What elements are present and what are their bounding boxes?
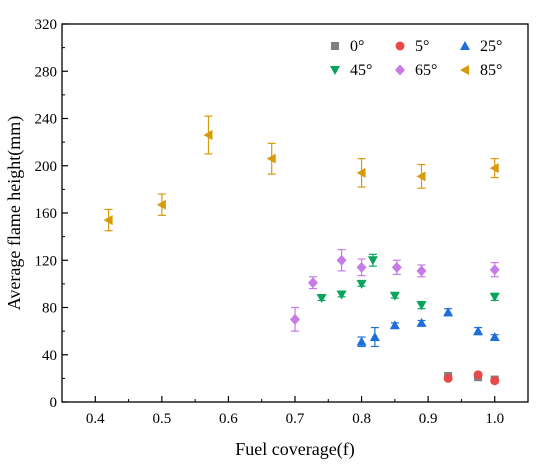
legend-marker <box>460 65 469 75</box>
legend-label: 85° <box>480 62 502 79</box>
data-point <box>356 167 366 178</box>
y-tick-label: 120 <box>35 253 58 269</box>
y-axis-title: Average flame height(mm) <box>4 116 25 311</box>
data-point <box>316 294 327 304</box>
x-tick-label: 0.8 <box>352 411 371 427</box>
legend-marker <box>330 66 340 75</box>
axis-ticks <box>62 23 496 403</box>
legend: 0° 5° 25° 45° 65° 85° <box>330 38 502 79</box>
data-point <box>489 264 500 276</box>
data-point <box>156 199 166 210</box>
data-point <box>443 373 453 383</box>
legend-marker <box>460 41 470 50</box>
data-point <box>356 279 367 289</box>
series-5 <box>103 115 499 232</box>
data-point <box>103 215 113 226</box>
data-point <box>266 153 276 164</box>
legend-label: 5° <box>415 38 429 55</box>
x-tick-label: 0.7 <box>286 411 305 427</box>
series-2 <box>356 307 500 348</box>
data-point <box>473 326 484 336</box>
data-point <box>489 292 500 302</box>
data-point <box>443 307 454 317</box>
legend-label: 0° <box>350 38 364 55</box>
x-tick-label: 0.4 <box>86 411 105 427</box>
data-point <box>336 254 347 266</box>
data-point <box>356 336 367 346</box>
y-tick-label: 0 <box>50 395 58 411</box>
data-point <box>416 265 427 277</box>
y-tick-label: 80 <box>42 301 57 317</box>
data-point <box>389 320 400 330</box>
plot-frame <box>61 23 529 403</box>
y-tick-label: 240 <box>35 112 58 128</box>
legend-label: 65° <box>415 62 437 79</box>
series-1 <box>443 370 500 386</box>
x-tick-label: 1.0 <box>485 411 504 427</box>
legend-marker <box>331 42 339 50</box>
data-point <box>391 261 402 273</box>
y-tick-label: 320 <box>35 17 58 33</box>
data-point <box>356 261 367 273</box>
axis-tick-labels: 0.4 0.5 0.6 0.7 0.8 0.9 1.0 0 40 80 120 160 200 240 28… <box>35 17 505 427</box>
legend-label: 45° <box>350 62 372 79</box>
series-4 <box>290 249 500 332</box>
data-point <box>489 163 499 174</box>
data-point <box>416 317 427 327</box>
x-tick-label: 0.6 <box>219 411 238 427</box>
y-tick-label: 280 <box>35 64 58 80</box>
x-tick-label: 0.9 <box>419 411 438 427</box>
x-tick-label: 0.5 <box>152 411 171 427</box>
data-point <box>416 171 426 182</box>
data-point <box>473 370 483 380</box>
data-point <box>416 301 427 311</box>
y-tick-label: 200 <box>35 159 58 175</box>
data-point <box>367 256 378 266</box>
data-point <box>203 130 213 141</box>
legend-marker <box>395 41 405 51</box>
data-point <box>307 277 318 289</box>
y-tick-label: 40 <box>42 348 57 364</box>
data-point <box>490 376 500 386</box>
data-point <box>336 290 347 300</box>
legend-label: 25° <box>480 38 502 55</box>
series-3 <box>316 253 500 311</box>
data-marks <box>103 115 500 386</box>
data-point <box>389 291 400 301</box>
legend-marker <box>395 64 405 76</box>
data-point <box>290 313 300 325</box>
data-point <box>489 332 500 342</box>
x-axis-title: Fuel coverage(f) <box>235 439 354 460</box>
y-tick-label: 160 <box>35 206 58 222</box>
data-point <box>369 332 380 342</box>
